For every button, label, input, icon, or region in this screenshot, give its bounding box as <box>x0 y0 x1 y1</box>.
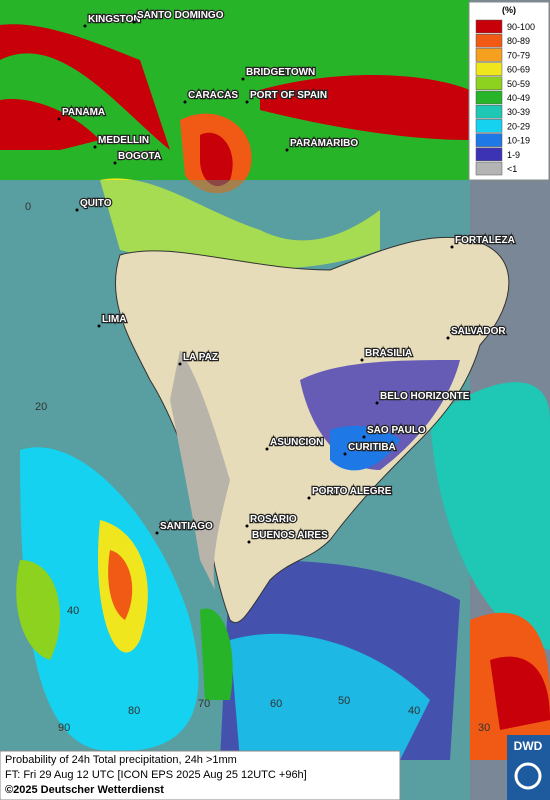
legend-label: 1-9 <box>507 150 520 160</box>
city-label: BOGOTA <box>118 151 161 162</box>
caption-line: FT: Fri 29 Aug 12 UTC [ICON EPS 2025 Aug… <box>5 769 307 781</box>
city-marker <box>446 336 450 340</box>
legend-label: 30-39 <box>507 107 530 117</box>
grid-label: 90 <box>58 722 70 734</box>
city-marker <box>285 148 289 152</box>
city-marker <box>450 245 454 249</box>
grid-label: 0 <box>25 201 31 213</box>
city-label: MEDELLIN <box>98 135 149 146</box>
legend-title: (%) <box>502 5 516 15</box>
city-label: SALVADOR <box>451 326 506 337</box>
city-label: PORT OF SPAIN <box>250 90 327 101</box>
city-label: BUENOS AIRES <box>252 530 328 541</box>
city-label: FORTALEZA <box>455 235 515 246</box>
legend-label: 90-100 <box>507 22 535 32</box>
city-label: LA PAZ <box>183 352 218 363</box>
grid-label: 40 <box>408 705 420 717</box>
city-marker <box>183 100 187 104</box>
city-label: SANTIAGO <box>160 521 213 532</box>
city-label: SANTO DOMINGO <box>137 10 224 21</box>
andes <box>170 350 230 590</box>
legend-label: 20-29 <box>507 121 530 131</box>
city-marker <box>132 20 136 24</box>
city-marker <box>360 358 364 362</box>
copyright: ©2025 Deutscher Wetterdienst <box>5 784 164 796</box>
legend-label: 50-59 <box>507 79 530 89</box>
city-marker <box>57 117 61 121</box>
precip-land <box>330 425 400 471</box>
city-marker <box>343 452 347 456</box>
city-marker <box>178 362 182 366</box>
legend-swatch <box>475 161 503 176</box>
city-marker <box>97 324 101 328</box>
city-label: ASUNCION <box>270 437 323 448</box>
grid-label: 70 <box>198 698 210 710</box>
city-marker <box>155 531 159 535</box>
city-marker <box>375 401 379 405</box>
caption-line: Probability of 24h Total precipitation, … <box>5 754 237 766</box>
logo-icon <box>514 762 542 790</box>
city-label: SAO PAULO <box>367 425 426 436</box>
legend-label: <1 <box>507 164 517 174</box>
city-label: ROSARIO <box>250 514 297 525</box>
legend-label: 10-19 <box>507 136 530 146</box>
legend-swatch <box>475 48 503 62</box>
city-label: PORTO ALEGRE <box>312 486 392 497</box>
city-label: PANAMA <box>62 107 105 118</box>
legend-label: 80-89 <box>507 36 530 46</box>
grid-label: 60 <box>270 698 282 710</box>
legend-swatch <box>475 119 503 133</box>
city-label: PARAMARIBO <box>290 138 358 149</box>
city-label: QUITO <box>80 198 112 209</box>
legend-label: 60-69 <box>507 65 530 75</box>
legend-label: 40-49 <box>507 93 530 103</box>
city-marker <box>83 24 87 28</box>
grid-label: 20 <box>35 401 47 413</box>
grid-label: 80 <box>128 705 140 717</box>
city-marker <box>247 540 251 544</box>
city-label: BELO HORIZONTE <box>380 391 470 402</box>
logo-text: DWD <box>514 739 543 753</box>
city-label: CURITIBA <box>348 442 396 453</box>
city-label: BRIDGETOWN <box>246 67 315 78</box>
city-label: BRASILIA <box>365 348 412 359</box>
grid-label: 50 <box>338 695 350 707</box>
legend-swatch <box>475 76 503 91</box>
legend-swatch <box>475 104 503 119</box>
legend: (%) 90-100 80-89 70-79 60-69 50-59 40-49 30-39… <box>468 1 550 181</box>
grid-label: 30 <box>478 722 490 734</box>
city-marker <box>75 208 79 212</box>
city-marker <box>241 77 245 81</box>
legend-swatch <box>475 33 503 48</box>
legend-label: 70-79 <box>507 50 530 60</box>
legend-swatch <box>475 147 503 162</box>
city-label: KINGSTON <box>88 14 141 25</box>
legend-swatch <box>475 19 503 34</box>
grid-label: 40 <box>67 605 79 617</box>
legend-swatch <box>475 62 503 76</box>
caption-box <box>0 750 401 800</box>
city-marker <box>245 524 249 528</box>
grid-labels: 0 20 40 90 80 70 60 50 40 30 <box>25 201 490 734</box>
city-marker <box>265 447 269 451</box>
city-marker <box>307 496 311 500</box>
legend-swatch <box>475 90 503 105</box>
legend-swatch <box>475 133 503 147</box>
city-label: LIMA <box>102 314 126 325</box>
city-marker <box>113 161 117 165</box>
city-label: CARACAS <box>188 90 238 101</box>
city-marker <box>93 145 97 149</box>
city-marker <box>245 100 249 104</box>
city-marker <box>362 435 366 439</box>
